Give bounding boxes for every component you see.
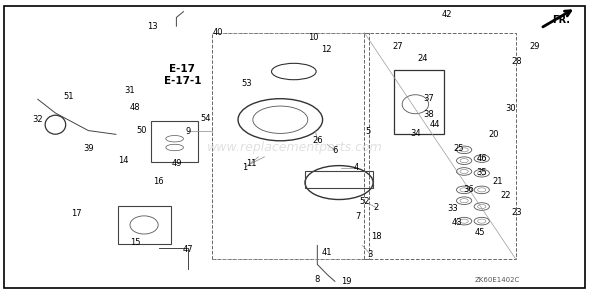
Text: 5: 5 — [366, 127, 371, 136]
Text: 47: 47 — [183, 245, 194, 254]
Text: 26: 26 — [312, 136, 323, 145]
Text: ZK60E1402C: ZK60E1402C — [475, 276, 520, 283]
Text: 20: 20 — [489, 130, 499, 139]
Text: 19: 19 — [342, 277, 352, 286]
Text: 2: 2 — [373, 203, 379, 212]
Text: 23: 23 — [512, 208, 522, 217]
Text: 44: 44 — [430, 120, 440, 129]
Text: 30: 30 — [506, 104, 516, 113]
Text: 51: 51 — [64, 92, 74, 101]
Text: 13: 13 — [148, 22, 158, 31]
Text: 12: 12 — [321, 45, 332, 54]
Text: 24: 24 — [418, 54, 428, 63]
Text: 42: 42 — [441, 10, 452, 19]
Text: 15: 15 — [130, 238, 140, 247]
Bar — [151, 121, 198, 162]
Text: 49: 49 — [171, 159, 182, 168]
Text: 18: 18 — [371, 232, 381, 241]
Text: 43: 43 — [451, 218, 462, 227]
Text: 48: 48 — [130, 103, 140, 112]
Bar — [305, 171, 373, 189]
Text: 6: 6 — [332, 146, 337, 155]
Text: 52: 52 — [359, 197, 369, 206]
Text: 29: 29 — [529, 42, 540, 51]
Text: 54: 54 — [201, 114, 211, 123]
Text: 16: 16 — [153, 177, 164, 186]
Text: E-17
E-17-1: E-17 E-17-1 — [163, 64, 201, 86]
Text: 28: 28 — [512, 57, 522, 66]
Bar — [117, 206, 171, 244]
Text: 53: 53 — [241, 79, 252, 88]
Text: 1: 1 — [242, 163, 248, 173]
Text: FR.: FR. — [552, 15, 570, 25]
Bar — [394, 70, 444, 134]
Text: 45: 45 — [475, 228, 485, 237]
Bar — [364, 33, 516, 259]
Text: 46: 46 — [476, 154, 487, 163]
Text: 14: 14 — [118, 156, 129, 165]
Text: 31: 31 — [124, 86, 135, 95]
Text: 8: 8 — [314, 275, 320, 284]
Text: 11: 11 — [245, 159, 256, 168]
Text: 34: 34 — [410, 129, 421, 138]
Text: 39: 39 — [83, 144, 94, 153]
Text: 40: 40 — [212, 27, 223, 37]
Text: 36: 36 — [463, 185, 474, 194]
Text: 21: 21 — [492, 177, 503, 186]
Text: 22: 22 — [500, 191, 510, 200]
Bar — [212, 33, 369, 259]
Text: 41: 41 — [322, 248, 333, 257]
Text: 35: 35 — [476, 168, 487, 177]
Text: 37: 37 — [424, 94, 434, 103]
Text: 3: 3 — [368, 250, 373, 259]
Text: 32: 32 — [32, 115, 43, 124]
Text: 25: 25 — [453, 145, 464, 153]
Text: www.replacementparts.com: www.replacementparts.com — [207, 141, 383, 154]
Text: 10: 10 — [309, 33, 319, 42]
Text: 50: 50 — [136, 126, 146, 135]
Text: 7: 7 — [356, 212, 361, 221]
Text: 38: 38 — [424, 110, 434, 119]
Text: 27: 27 — [392, 42, 403, 51]
Text: 4: 4 — [354, 163, 359, 173]
Text: 17: 17 — [71, 209, 82, 218]
Text: 33: 33 — [447, 204, 458, 213]
Text: 9: 9 — [185, 127, 191, 136]
